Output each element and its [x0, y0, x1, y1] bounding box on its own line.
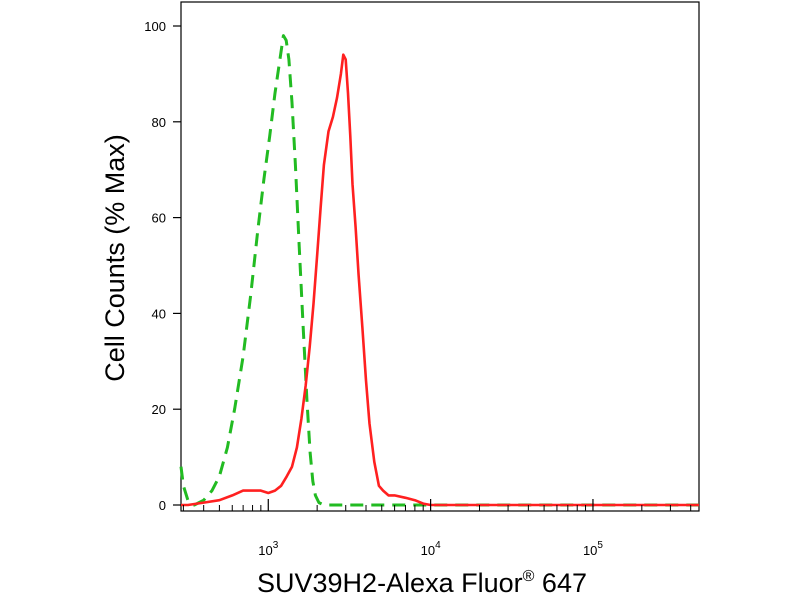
y-tick-label: 20	[152, 402, 166, 417]
y-axis-title: Cell Counts (% Max)	[100, 134, 130, 382]
x-tick-label-exponent: 4	[435, 540, 441, 551]
y-tick-label: 60	[152, 211, 166, 226]
series-line-2-solid	[181, 53, 699, 507]
series-layer	[179, 34, 699, 507]
y-tick-label: 100	[144, 19, 166, 34]
x-axis-title-superscript: ®	[523, 568, 535, 585]
x-tick-label-base: 10	[583, 543, 597, 558]
x-axis-title-main: SUV39H2-Alexa Fluor	[257, 568, 523, 598]
x-axis-title-suffix: 647	[534, 568, 587, 598]
x-tick-label-exponent: 5	[597, 540, 603, 551]
x-tick-label-exponent: 3	[273, 540, 279, 551]
y-axis-ticks: 0 20 40 60 80 100	[144, 19, 181, 513]
x-tick-label: 104	[421, 540, 441, 558]
series-line-1-dashed	[179, 34, 699, 507]
x-tick-label: 103	[258, 540, 278, 558]
y-tick-label: 80	[152, 115, 166, 130]
x-tick-label: 105	[583, 540, 603, 558]
x-axis-title: SUV39H2-Alexa Fluor® 647	[257, 568, 587, 598]
x-tick-label-base: 10	[421, 543, 435, 558]
y-tick-label: 40	[152, 306, 166, 321]
x-axis-ticks: 103 104 105	[182, 499, 692, 558]
plot-frame	[180, 1, 700, 512]
y-tick-label: 0	[159, 498, 166, 513]
x-tick-label-base: 10	[258, 543, 272, 558]
